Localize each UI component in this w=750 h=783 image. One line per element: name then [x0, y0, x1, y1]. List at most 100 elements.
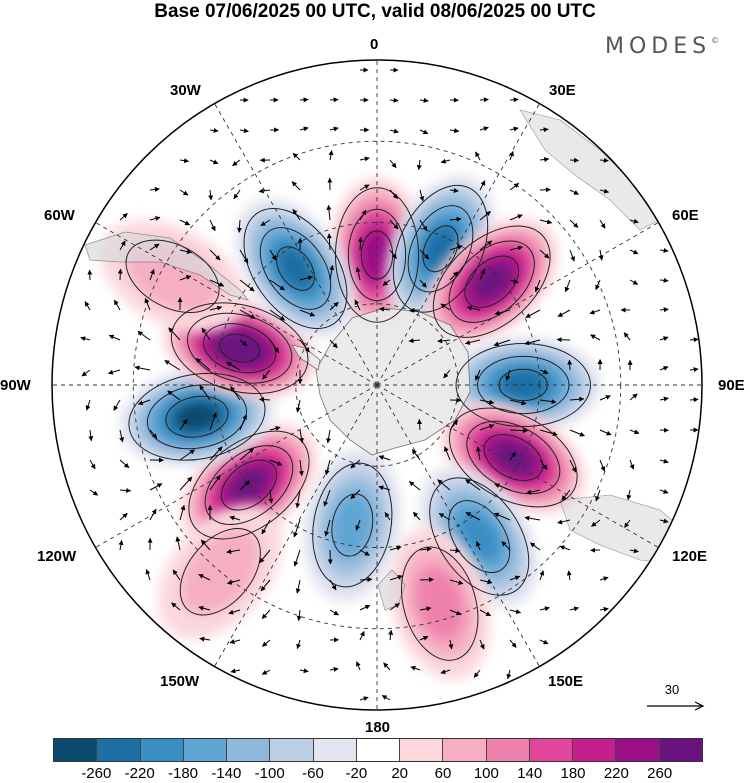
wind-vector	[449, 579, 464, 585]
brand-logo: MODES©	[605, 34, 720, 59]
wind-vector	[509, 214, 523, 221]
wind-vector	[323, 489, 331, 507]
wind-vector	[113, 399, 121, 411]
wind-vector	[437, 338, 451, 344]
wind-vector	[379, 306, 391, 312]
wind-vector	[465, 479, 481, 491]
wind-vector	[539, 639, 549, 645]
lon-label-150w: 150W	[160, 673, 200, 690]
wind-vector	[291, 181, 301, 191]
wind-vector	[378, 485, 391, 491]
wind-vector	[388, 629, 394, 641]
wind-vector	[179, 249, 192, 255]
wind-vector	[89, 459, 96, 470]
colorbar-segment	[573, 739, 617, 761]
wind-vector	[440, 158, 451, 164]
wind-vector	[269, 309, 286, 321]
wind-vectors	[80, 67, 699, 702]
wind-vector	[239, 249, 249, 264]
wind-vector	[113, 299, 121, 311]
wind-vector	[595, 279, 601, 291]
wind-vector	[198, 605, 211, 611]
wind-vector	[359, 630, 365, 641]
wind-vector	[569, 189, 580, 195]
wind-vector	[626, 489, 632, 501]
wind-vector	[296, 639, 302, 650]
wind-vector	[449, 216, 462, 222]
wind-vector	[624, 519, 631, 528]
wind-vector	[479, 211, 491, 221]
wind-vector	[239, 128, 249, 134]
wind-vector	[569, 459, 577, 473]
wind-vector	[509, 182, 520, 191]
wind-vector	[298, 429, 304, 444]
wind-vector	[84, 301, 91, 311]
wind-vector	[209, 446, 223, 461]
contour-line	[448, 407, 578, 508]
wind-vector	[299, 339, 310, 353]
wind-vector	[590, 334, 601, 341]
wind-vector	[359, 696, 369, 702]
wind-vector	[479, 424, 495, 431]
colorbar-segment	[616, 739, 660, 761]
contour-line	[128, 372, 266, 461]
wind-vector	[689, 397, 699, 403]
wind-vector	[493, 512, 511, 521]
wind-vector	[599, 576, 609, 582]
wind-vector	[465, 512, 481, 521]
wind-vector	[595, 489, 601, 502]
wind-vector	[556, 337, 571, 343]
wind-vector	[226, 549, 241, 554]
colorbar-segment	[140, 739, 184, 761]
wind-vector	[389, 603, 400, 611]
wind-vector	[355, 266, 361, 281]
wind-vector	[479, 180, 486, 191]
wind-vector	[539, 249, 550, 259]
wind-vector	[539, 157, 550, 162]
wind-vector	[175, 536, 181, 551]
wind-vector	[359, 549, 370, 556]
wind-vector	[629, 393, 638, 401]
wind-vector	[199, 636, 211, 642]
wind-vector	[389, 128, 399, 134]
lon-label-30e: 30E	[549, 82, 576, 99]
wind-vector	[179, 418, 188, 431]
wind-vector	[475, 151, 481, 161]
wind-vector	[209, 128, 219, 133]
wind-vector	[599, 395, 611, 401]
wind-vector	[199, 384, 211, 401]
wind-vector	[479, 579, 493, 585]
wind-vector	[179, 504, 186, 521]
meridian-line	[214, 103, 378, 386]
wind-vector	[329, 301, 339, 311]
wind-vector	[239, 309, 256, 319]
colorbar-segment	[183, 739, 228, 761]
reference-vector-arrow	[647, 701, 705, 711]
contour-line	[276, 246, 315, 291]
wind-vector	[437, 479, 451, 491]
wind-vector	[479, 399, 495, 405]
wind-vector	[149, 508, 157, 521]
wind-vector	[561, 489, 571, 501]
wind-vector	[359, 156, 370, 162]
wind-vector	[179, 189, 189, 196]
wind-vector	[449, 271, 459, 281]
wind-vector	[599, 606, 609, 612]
wind-vector	[261, 609, 271, 620]
wind-vector	[296, 609, 302, 622]
wind-vector	[299, 309, 316, 317]
wind-vector	[298, 459, 304, 477]
meridian-line	[376, 384, 659, 548]
wind-vector	[119, 459, 130, 469]
wind-vector	[412, 511, 421, 521]
wind-vector	[229, 639, 241, 644]
lon-label-60e: 60E	[672, 207, 699, 224]
lon-label-30w: 30W	[170, 82, 201, 99]
wind-vector	[389, 159, 397, 169]
contour-line	[331, 493, 374, 557]
wind-vector	[659, 247, 669, 253]
wind-vector	[209, 412, 217, 431]
colorbar-tick-label: -180	[167, 765, 199, 782]
wind-vector	[479, 97, 489, 103]
wind-vector	[564, 279, 571, 293]
